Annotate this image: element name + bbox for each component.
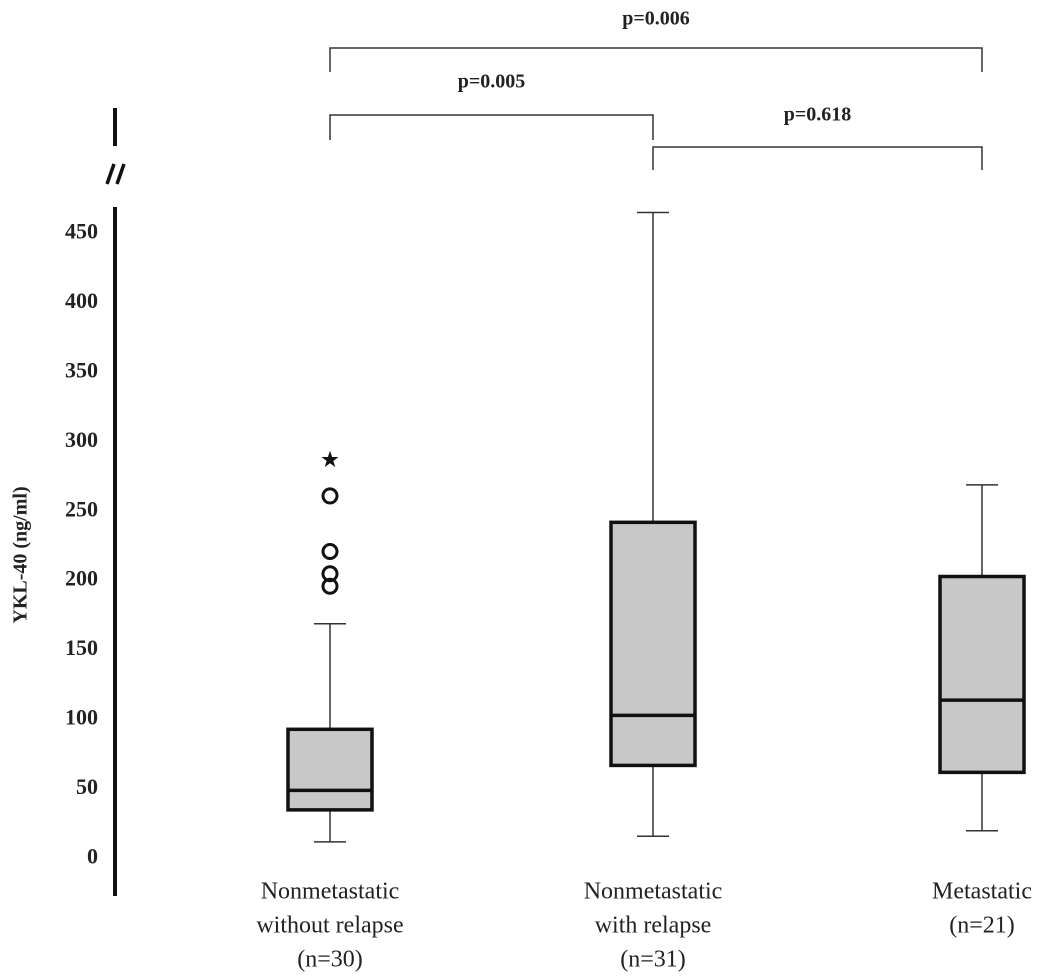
annotation: p=0.005 (458, 71, 526, 93)
annotation: p=0.618 (784, 104, 852, 126)
axis-break-mark (105, 163, 116, 185)
x-tick-label: with relapse (595, 913, 712, 939)
y-tick-label: 450 (65, 218, 98, 243)
y-tick-label: 350 (65, 357, 98, 382)
y-tick-label: 200 (65, 566, 98, 591)
y-tick-label: 50 (76, 774, 98, 799)
annotation: p=0.006 (622, 8, 690, 30)
bracket (652, 146, 983, 170)
y-tick-label: 250 (65, 496, 98, 521)
axis-break-mark (115, 163, 126, 185)
y-tick-label: 100 (65, 705, 98, 730)
y-axis-label: YKL-40 (ng/ml) (10, 486, 32, 623)
bracket (329, 114, 654, 140)
x-tick-label: Metastatic (932, 879, 1032, 905)
box (286, 727, 374, 812)
bracket (329, 47, 983, 72)
outlier (321, 565, 339, 583)
outlier (321, 487, 339, 505)
x-tick-label: (n=31) (620, 947, 686, 973)
x-tick-label: without relapse (256, 913, 403, 939)
y-tick-label: 300 (65, 427, 98, 452)
outlier (321, 543, 339, 560)
x-tick-label: (n=30) (297, 947, 363, 973)
extreme (321, 450, 339, 468)
y-tick-label: 150 (65, 635, 98, 660)
y-tick-label: 0 (87, 844, 98, 869)
x-tick-label: (n=21) (949, 913, 1015, 939)
x-tick-label: Nonmetastatic (261, 879, 400, 905)
box (938, 574, 1026, 775)
y-tick-label: 400 (65, 288, 98, 313)
box (609, 520, 697, 768)
x-tick-label: Nonmetastatic (584, 879, 723, 905)
